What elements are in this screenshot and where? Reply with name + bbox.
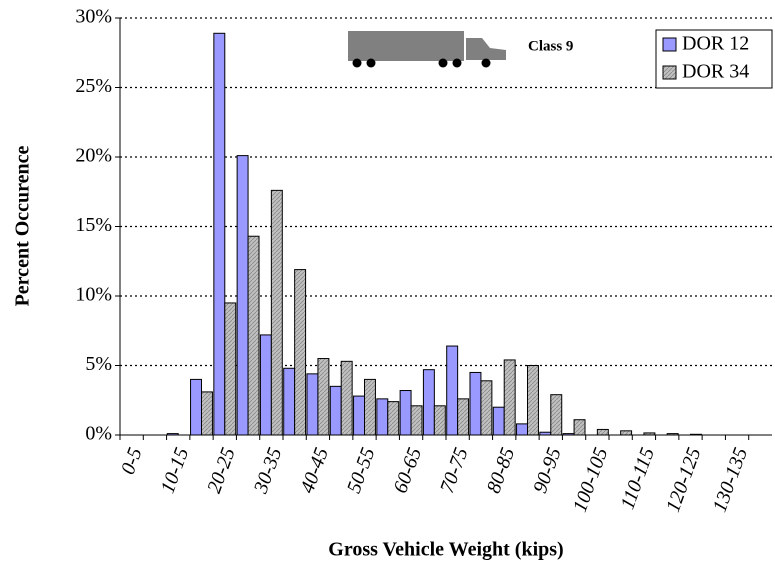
bar	[596, 428, 609, 436]
bar	[283, 367, 296, 436]
legend-swatch	[662, 37, 677, 52]
x-tick-label: 50-55	[343, 445, 380, 496]
bar	[516, 423, 529, 436]
bar	[270, 189, 283, 436]
y-tick-label: 15%	[75, 214, 112, 236]
bar	[527, 365, 539, 436]
bar	[213, 32, 226, 436]
x-tick-label: 60-65	[389, 445, 426, 496]
bar	[247, 235, 260, 436]
x-tick-label: 20-25	[203, 445, 240, 496]
y-tick-label: 5%	[85, 353, 112, 375]
y-axis-title: Percent Occurence	[12, 145, 34, 306]
x-axis-title: Gross Vehicle Weight (kips)	[328, 539, 563, 561]
bar	[550, 394, 563, 436]
bar	[364, 378, 376, 436]
legend-label: DOR 34	[682, 61, 749, 83]
bar	[259, 334, 272, 436]
bar	[620, 430, 633, 436]
bar	[492, 406, 505, 436]
legend-label: DOR 12	[682, 33, 749, 55]
y-tick-label: 20%	[75, 145, 112, 167]
x-tick-label: 0-5	[117, 445, 147, 478]
bar	[573, 419, 586, 436]
x-tick-label: 70-75	[436, 445, 473, 496]
x-tick-label: 100-105	[569, 445, 612, 515]
bar	[469, 371, 482, 436]
bar	[329, 385, 342, 436]
bar	[294, 269, 307, 436]
bar	[422, 369, 435, 436]
x-tick-label: 10-15	[157, 445, 194, 496]
bar	[399, 390, 412, 436]
x-tick-label: 90-95	[529, 445, 566, 496]
x-tick-label: 80-85	[483, 445, 520, 496]
truck-icon	[348, 31, 506, 68]
bar	[410, 405, 423, 436]
bar	[353, 395, 366, 436]
bar	[446, 345, 459, 436]
bar	[457, 398, 470, 436]
x-tick-label: 30-35	[249, 445, 286, 497]
x-tick-label: 40-45	[296, 445, 333, 496]
x-tick-label: 110-115	[616, 445, 658, 512]
bar	[317, 358, 330, 436]
bar	[190, 378, 202, 436]
legend-swatch	[662, 65, 677, 80]
bar	[376, 398, 389, 436]
bar	[433, 405, 446, 436]
bar	[387, 401, 400, 436]
y-tick-label: 25%	[75, 75, 112, 97]
bar	[306, 373, 319, 436]
y-tick-label: 0%	[85, 423, 112, 445]
bar	[224, 302, 237, 436]
x-tick-label: 120-125	[662, 445, 705, 515]
y-tick-label: 10%	[75, 284, 112, 306]
bar	[503, 359, 516, 436]
annotation: Class 9	[528, 38, 573, 54]
y-tick-label: 30%	[75, 6, 112, 28]
bar	[480, 380, 493, 436]
bar	[236, 155, 249, 436]
x-tick-label: 130-135	[709, 445, 752, 515]
bar	[201, 391, 213, 436]
bar	[340, 360, 353, 436]
